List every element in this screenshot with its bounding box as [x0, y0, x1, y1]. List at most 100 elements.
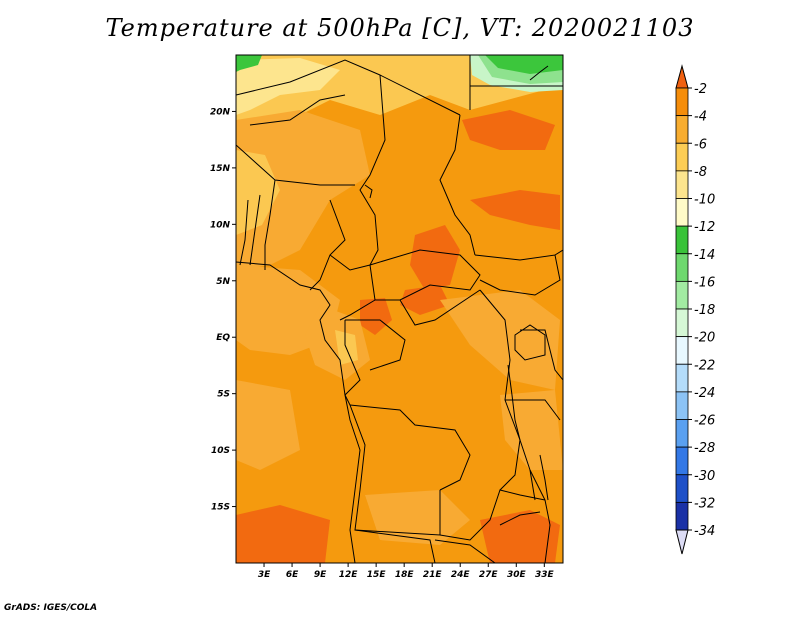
lon-tick-label: 33E: [535, 570, 555, 580]
colorbar-swatch: [675, 253, 689, 282]
field-west-offshore: [236, 380, 300, 470]
border-mali-burkina: [249, 94, 346, 126]
border-drc-west: [344, 320, 361, 406]
border-namibia: [354, 529, 436, 563]
lat-tick-label: 5S: [217, 390, 230, 400]
colorbar-label: -28: [694, 441, 715, 456]
colorbar-label: -16: [694, 275, 715, 290]
lon-tick-label: 27E: [479, 570, 499, 580]
colorbar-swatch: [675, 501, 689, 531]
lat-tick-label: 10S: [211, 446, 230, 456]
colorbar-swatch: [675, 391, 689, 420]
colorbar-label: -34: [694, 524, 715, 539]
colorbar-label: -26: [694, 414, 715, 429]
border-niger-south: [236, 144, 355, 186]
field-southeast-warm: [480, 510, 560, 563]
border-botswana: [434, 539, 496, 563]
border-nigeria-west: [264, 179, 276, 270]
border-chad-west: [359, 74, 386, 266]
field-warm-northeast: [462, 110, 555, 150]
colorbar-label: -18: [694, 303, 715, 318]
border-algeria-niger: [236, 59, 381, 96]
colorbar-swatch: [675, 363, 689, 393]
border-uganda-kenya: [520, 329, 563, 381]
colorbar-label: -10: [694, 193, 715, 208]
lon-tick-label: 9E: [314, 570, 327, 580]
colorbar-swatch: [675, 280, 689, 310]
border-zambia: [439, 489, 546, 541]
lon-tick-label: 24E: [451, 570, 471, 580]
coast-lake-victoria: [514, 324, 546, 361]
lon-tick-label: 3E: [258, 570, 271, 580]
lat-tick-label: EQ: [216, 333, 230, 343]
lon-tick-label: 18E: [395, 570, 415, 580]
colorbar-swatch: [675, 419, 689, 448]
border-malawi: [519, 439, 536, 501]
border-ethiopia: [554, 249, 563, 256]
coast-red-sea: [529, 65, 549, 81]
grads-credit: GrADS: IGES/COLA: [4, 603, 98, 613]
lon-tick-label: 30E: [507, 570, 527, 580]
colorbar-label: -24: [694, 386, 715, 401]
field-southwest-warm: [236, 505, 330, 563]
coast-gulf-guinea: [236, 261, 361, 563]
colorbar-swatch: [675, 115, 689, 144]
lat-tick-label: 10N: [210, 220, 231, 230]
border-angola: [349, 404, 441, 536]
map-frame: [235, 54, 564, 564]
lat-tick-label: 20N: [210, 107, 231, 117]
coast-lake-tanganyika: [507, 364, 521, 441]
field-warm-central-b: [400, 285, 450, 315]
field-south-pale: [365, 490, 470, 545]
colorbar-swatch: [675, 198, 689, 227]
lon-tick-label: 21E: [423, 570, 443, 580]
latitude-axis: 20N 15N 10N 5N EQ 5S 10S 15S: [210, 107, 236, 513]
colorbar-swatch: [675, 170, 689, 199]
colorbar-swatch: [675, 446, 689, 476]
colorbar-label: -2: [694, 82, 707, 97]
field-warm-east: [470, 190, 560, 230]
colorbar-swatch: [675, 225, 689, 255]
coast-lake-malawi: [539, 454, 549, 501]
colorbar-swatch: [675, 336, 689, 365]
colorbar-label: -6: [694, 137, 707, 152]
longitude-axis: 3E 6E 9E 12E 15E 18E 21E 24E 27E 30E 33E: [258, 563, 555, 580]
border-benin: [249, 194, 261, 266]
lon-tick-label: 15E: [367, 570, 387, 580]
lon-tick-label: 12E: [339, 570, 359, 580]
colorbar-label: -32: [694, 496, 715, 511]
field-warm-congo: [360, 298, 392, 335]
coast-kariba: [499, 511, 541, 526]
border-drc-south: [349, 404, 471, 491]
field-east-lake: [500, 390, 563, 470]
lat-tick-label: 5N: [216, 277, 230, 287]
border-togo: [239, 199, 249, 266]
temperature-field: [236, 55, 563, 563]
lat-tick-label: 15S: [211, 503, 230, 513]
border-congo: [345, 319, 406, 371]
colorbar-bottom-arrow: [675, 529, 689, 555]
coast-lake-chad: [364, 184, 373, 199]
border-chad-sudan: [439, 114, 476, 256]
lat-tick-label: 15N: [210, 164, 231, 174]
colorbar-swatch: [675, 474, 689, 503]
field-cold-patch-nw: [236, 55, 262, 72]
colorbar-label: -20: [694, 331, 715, 346]
colorbar-swatch: [675, 142, 689, 172]
country-borders: [236, 55, 563, 563]
border-mozambique: [529, 469, 551, 563]
colorbar: -2 -4 -6 -8 -10 -12 -14 -16 -18 -20 -22 -24 -26 -28 -3…: [675, 64, 715, 555]
colorbar-swatch: [675, 87, 689, 117]
colorbar-top-arrow: [675, 64, 689, 89]
colorbar-swatch: [675, 308, 689, 338]
colorbar-label: -4: [694, 110, 707, 125]
border-tanzania: [505, 399, 561, 421]
field-warm-central: [410, 225, 460, 290]
colorbar-label: -8: [694, 165, 707, 180]
colorbar-label: -14: [694, 248, 715, 263]
colorbar-label: -30: [694, 469, 715, 484]
field-west-sahel: [236, 110, 370, 270]
map-title: Temperature at 500hPa [C], VT: 202002110…: [105, 14, 695, 42]
colorbar-label: -12: [694, 220, 715, 235]
